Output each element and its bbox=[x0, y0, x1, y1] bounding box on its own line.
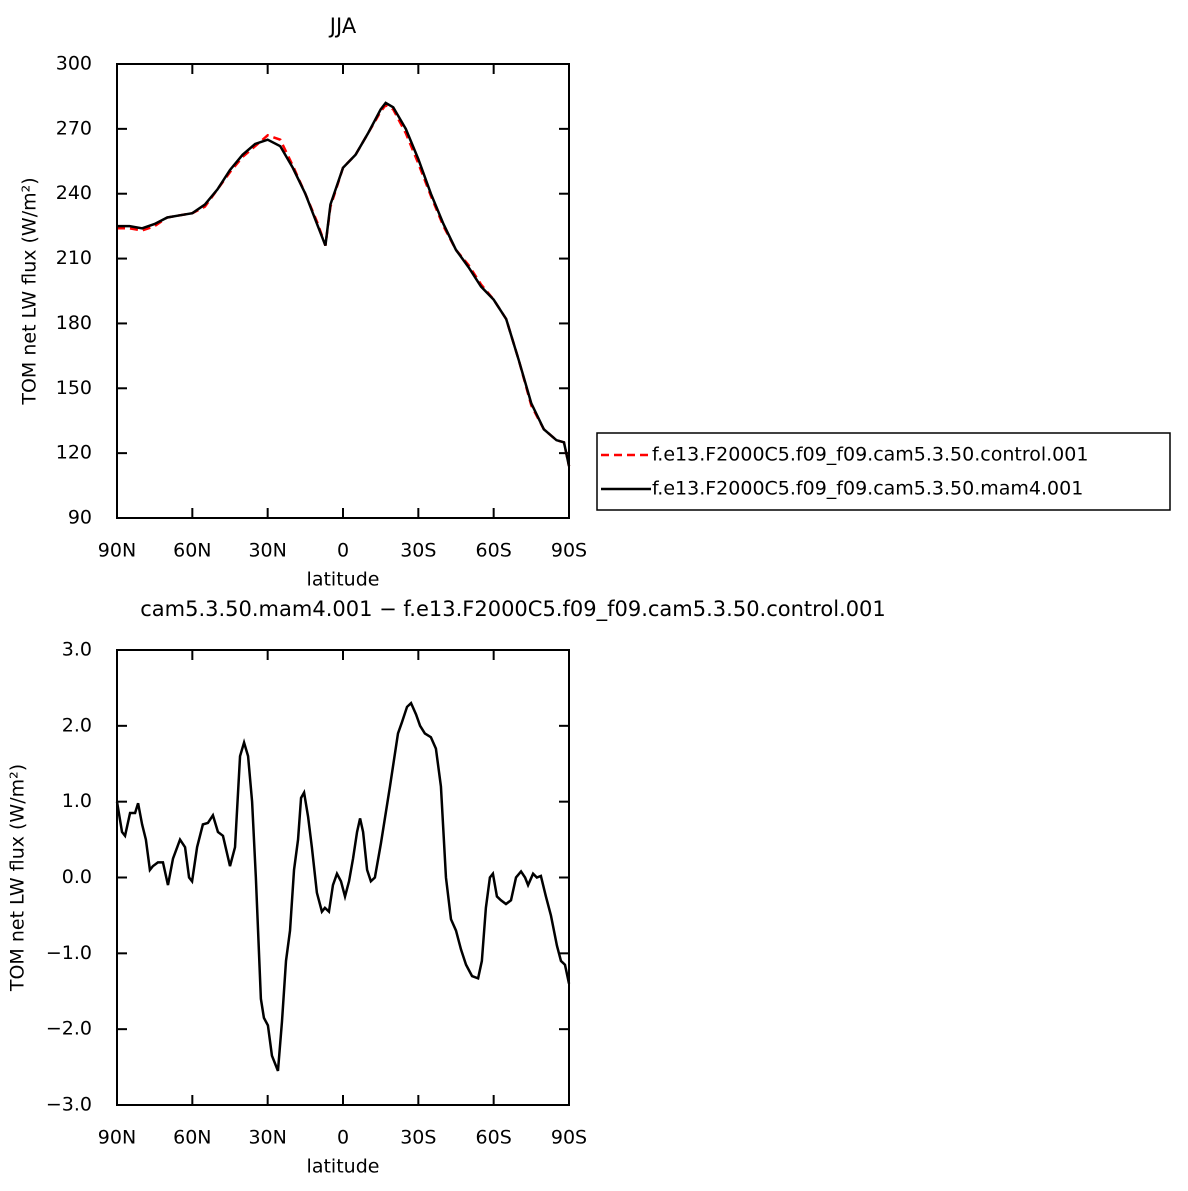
y-tick-label: 3.0 bbox=[62, 639, 92, 661]
data-line bbox=[117, 101, 571, 467]
y-tick-label: 210 bbox=[56, 247, 92, 269]
x-tick-label: 60S bbox=[476, 540, 512, 562]
legend-box bbox=[596, 432, 1171, 511]
y-tick-label: 2.0 bbox=[62, 714, 92, 736]
y-tick-label: 180 bbox=[56, 312, 92, 334]
x-tick-label: 30S bbox=[400, 1127, 436, 1149]
data-line bbox=[117, 103, 571, 467]
x-tick-label: 90N bbox=[98, 540, 136, 562]
plot-frame bbox=[116, 649, 570, 1106]
x-tick-label: 90S bbox=[551, 1127, 587, 1149]
y-tick-label: 300 bbox=[56, 53, 92, 75]
y-tick-label: −1.0 bbox=[46, 942, 92, 964]
x-tick-label: 60N bbox=[173, 540, 211, 562]
x-tick-label: 60S bbox=[476, 1127, 512, 1149]
x-tick-label: 0 bbox=[337, 1127, 349, 1149]
x-axis-label: latitude bbox=[307, 569, 380, 591]
x-tick-label: 90S bbox=[551, 540, 587, 562]
y-tick-label: 240 bbox=[56, 182, 92, 204]
x-tick-label: 30N bbox=[248, 540, 286, 562]
y-axis-label: TOM net LW flux (W/m²) bbox=[19, 177, 41, 405]
y-tick-label: 0.0 bbox=[62, 866, 92, 888]
plot-frame bbox=[116, 63, 570, 519]
x-tick-label: 60N bbox=[173, 1127, 211, 1149]
chart-title: cam5.3.50.mam4.001 − f.e13.F2000C5.f09_f… bbox=[140, 597, 886, 622]
y-tick-label: 150 bbox=[56, 377, 92, 399]
y-tick-label: −3.0 bbox=[46, 1094, 92, 1116]
x-axis-label: latitude bbox=[307, 1156, 380, 1178]
y-tick-label: 270 bbox=[56, 117, 92, 139]
chart-title: JJA bbox=[328, 14, 357, 38]
y-tick-label: 1.0 bbox=[62, 790, 92, 812]
legend-label: f.e13.F2000C5.f09_f09.cam5.3.50.control.… bbox=[652, 444, 1088, 466]
x-tick-label: 30N bbox=[248, 1127, 286, 1149]
x-tick-label: 0 bbox=[337, 540, 349, 562]
data-line bbox=[115, 700, 571, 1072]
y-tick-label: 90 bbox=[68, 507, 92, 529]
y-tick-label: −2.0 bbox=[46, 1018, 92, 1040]
x-tick-label: 30S bbox=[400, 540, 436, 562]
y-tick-label: 120 bbox=[56, 442, 92, 464]
x-tick-label: 90N bbox=[98, 1127, 136, 1149]
y-axis-label: TOM net LW flux (W/m²) bbox=[7, 764, 29, 992]
legend-label: f.e13.F2000C5.f09_f09.cam5.3.50.mam4.001 bbox=[652, 478, 1083, 500]
